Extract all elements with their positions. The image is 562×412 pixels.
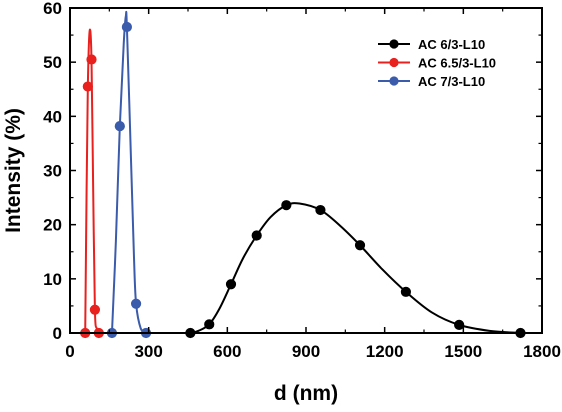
- x-tick-label: 0: [65, 342, 74, 361]
- legend: AC 6/3-L10 AC 6.5/3-L10 AC 7/3-L10: [378, 37, 496, 89]
- data-point: [315, 204, 326, 216]
- x-tick-label: 1800: [523, 342, 561, 361]
- data-point: [354, 240, 366, 251]
- legend-label: AC 6.5/3-L10: [418, 56, 496, 71]
- legend-marker: [389, 76, 399, 86]
- x-tick-label: 300: [134, 342, 162, 361]
- data-point: [86, 54, 97, 65]
- y-tick-label: 60: [43, 0, 62, 18]
- series-line: [190, 202, 521, 334]
- series-1: [80, 28, 104, 339]
- legend-label: AC 7/3-L10: [418, 74, 485, 89]
- y-tick-label: 20: [43, 216, 62, 235]
- y-tick-label: 0: [53, 324, 62, 343]
- x-axis-title: d (nm): [274, 382, 338, 405]
- data-point: [281, 200, 292, 211]
- data-point: [82, 81, 93, 92]
- legend-marker: [389, 57, 399, 68]
- series-line: [110, 10, 147, 334]
- legend-entry: AC 6.5/3-L10: [378, 56, 496, 71]
- data-point: [89, 304, 101, 315]
- data-point: [225, 279, 237, 290]
- data-point: [130, 298, 142, 309]
- y-tick-label: 40: [43, 107, 62, 126]
- legend-entry: AC 7/3-L10: [378, 74, 485, 89]
- y-tick-label: 10: [43, 270, 62, 289]
- axes: 0 300 600 900 1200 1500 1800 0 10 20 30 40 50 60: [43, 0, 561, 361]
- x-tick-label: 1500: [444, 342, 482, 361]
- y-tick-label: 50: [43, 53, 62, 72]
- series-0: [185, 200, 526, 339]
- series-2: [106, 10, 152, 339]
- legend-label: AC 6/3-L10: [418, 37, 485, 52]
- series-line: [84, 28, 100, 334]
- data-point: [114, 120, 125, 132]
- data-point: [454, 319, 465, 330]
- legend-marker: [389, 39, 399, 49]
- data-point: [251, 230, 262, 241]
- legend-entry: AC 6/3-L10: [378, 37, 485, 52]
- x-tick-label: 1200: [366, 342, 404, 361]
- data-point: [204, 319, 215, 330]
- x-tick-label: 900: [292, 342, 320, 361]
- x-tick-label: 600: [213, 342, 241, 361]
- data-point: [121, 21, 133, 33]
- data-point: [400, 286, 412, 297]
- y-tick-label: 30: [43, 162, 62, 181]
- y-axis-title: Intensity (%): [2, 108, 25, 233]
